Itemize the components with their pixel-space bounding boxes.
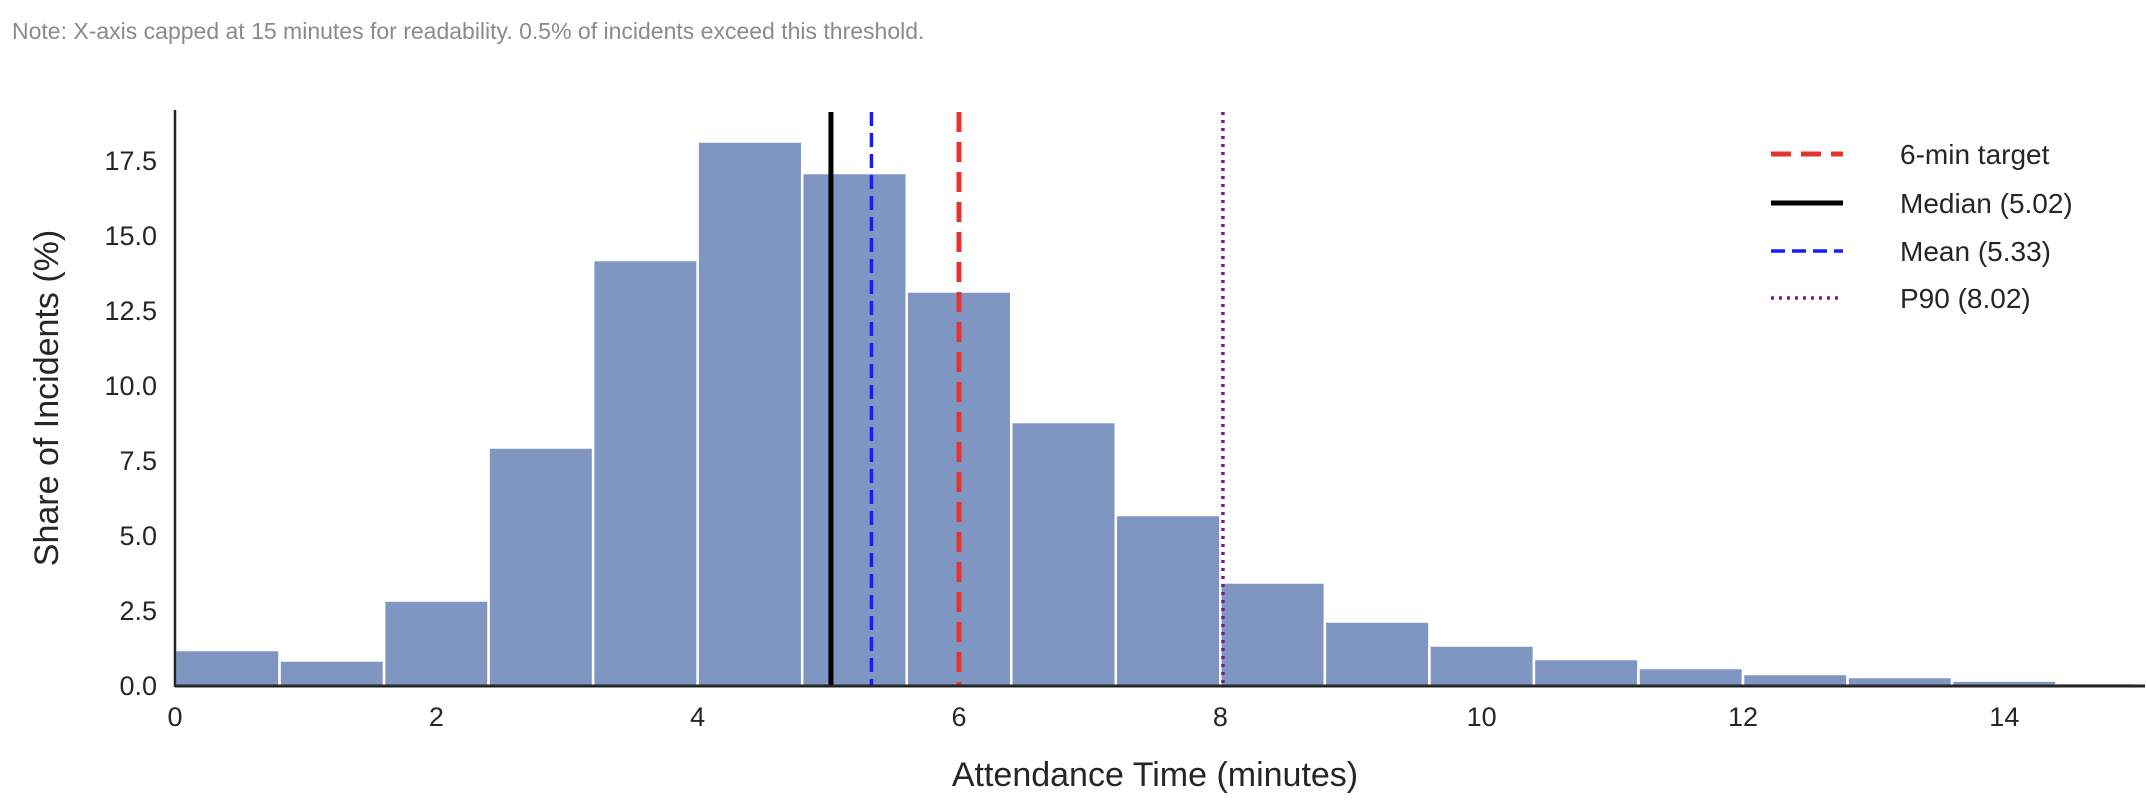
y-tick-label: 2.5 xyxy=(119,596,157,626)
y-tick-label: 5.0 xyxy=(119,521,157,551)
x-tick-label: 2 xyxy=(429,702,444,732)
x-tick-label: 12 xyxy=(1728,702,1758,732)
histogram-bar xyxy=(1323,620,1431,688)
histogram-bar xyxy=(1219,581,1327,688)
x-tick-label: 8 xyxy=(1213,702,1228,732)
x-tick-label: 4 xyxy=(690,702,705,732)
axes: 0 2 4 6 8 10 12 14 0.0 2.5 5.0 7.5 10.0 12.5 15.0 17.5 xyxy=(104,110,2145,732)
histogram-bar xyxy=(278,659,386,688)
legend: 6-min target Median (5.02) Mean (5.33) P90 … xyxy=(1771,139,2073,314)
y-tick-label: 0.0 xyxy=(119,671,157,701)
histogram-bar xyxy=(800,171,908,688)
histogram-bar xyxy=(382,599,490,688)
histogram-bar xyxy=(1532,657,1640,688)
histogram-bar xyxy=(1114,513,1222,688)
chart-note: Note: X-axis capped at 15 minutes for re… xyxy=(12,18,925,44)
reference-lines xyxy=(828,112,1225,686)
y-tick-label: 10.0 xyxy=(104,371,157,401)
x-tick-label: 0 xyxy=(167,702,182,732)
y-tick-label: 17.5 xyxy=(104,146,157,176)
legend-label: P90 (8.02) xyxy=(1900,283,2031,314)
bars-group xyxy=(173,140,2137,688)
histogram-bar xyxy=(1428,644,1536,688)
histogram-bar xyxy=(696,140,804,688)
histogram-bar xyxy=(1637,666,1745,688)
histogram-bar xyxy=(487,446,595,688)
legend-label: Median (5.02) xyxy=(1900,188,2073,219)
y-tick-label: 12.5 xyxy=(104,296,157,326)
x-axis-label: Attendance Time (minutes) xyxy=(952,756,1358,794)
x-tick-label: 14 xyxy=(1989,702,2019,732)
histogram-bar xyxy=(591,258,699,688)
histogram-bar xyxy=(1010,420,1118,688)
y-axis-label: Share of Incidents (%) xyxy=(28,230,66,566)
legend-label: Mean (5.33) xyxy=(1900,236,2051,267)
y-tick-label: 15.0 xyxy=(104,221,157,251)
x-tick-label: 6 xyxy=(951,702,966,732)
x-tick-label: 10 xyxy=(1467,702,1497,732)
legend-label: 6-min target xyxy=(1900,139,2050,170)
histogram-bar xyxy=(1741,672,1849,688)
histogram-bar xyxy=(173,648,281,688)
y-tick-label: 7.5 xyxy=(119,446,157,476)
